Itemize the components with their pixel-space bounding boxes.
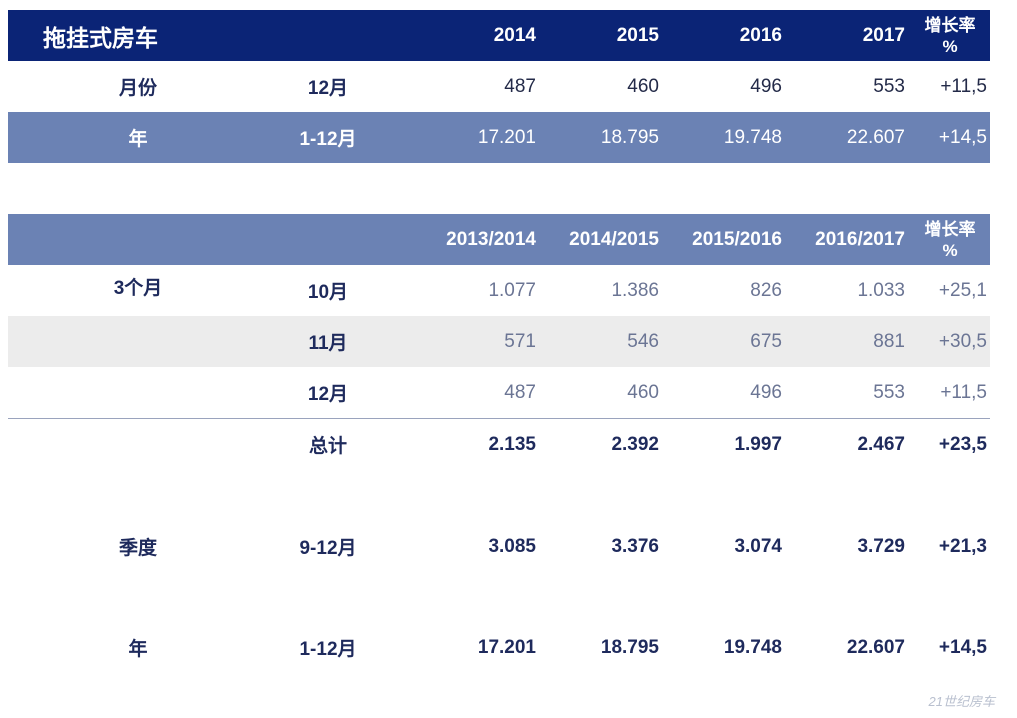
value-cell: 18.795 [600, 126, 659, 148]
growth-header-label: 增长率 [924, 15, 976, 35]
table2-row-total: 总计 2.135 2.392 1.997 2.467 +23,5 [8, 419, 990, 470]
value-cell: 1.033 [857, 279, 905, 301]
growth-header-unit: % [942, 240, 958, 260]
value-cell: 546 [627, 330, 659, 352]
season-header: 2015/2016 [692, 228, 782, 250]
row-label: 年 [128, 129, 148, 150]
table1-row-year: 年 1-12月 17.201 18.795 19.748 22.607 +14,… [8, 112, 990, 163]
row-period: 12月 [307, 384, 349, 405]
year-header-2017: 2017 [862, 24, 905, 46]
table2-row-dec: 12月 487 460 496 553 +11,5 [8, 367, 990, 418]
watermark-logo: 21世纪房车 [928, 694, 995, 709]
year-header-2014: 2014 [493, 24, 536, 46]
value-cell: 826 [750, 279, 782, 301]
row-period: 1-12月 [299, 639, 357, 660]
value-cell: 553 [873, 75, 905, 97]
season-header: 2016/2017 [815, 228, 905, 250]
year-header-2016: 2016 [739, 24, 782, 46]
row-period: 10月 [307, 282, 349, 303]
year-header-2015: 2015 [616, 24, 659, 46]
value-cell: 460 [627, 75, 659, 97]
table2-header-row: 2013/2014 2014/2015 2015/2016 2016/2017 … [8, 214, 990, 265]
value-cell: 2.467 [857, 433, 905, 455]
growth-cell: +21,3 [938, 535, 987, 557]
growth-header: 增长率 % [913, 10, 987, 61]
value-cell: 18.795 [600, 636, 659, 658]
value-cell: 17.201 [477, 126, 536, 148]
value-cell: 1.386 [611, 279, 659, 301]
value-cell: 675 [750, 330, 782, 352]
table2-row-nov: 11月 571 546 675 881 +30,5 [8, 316, 990, 367]
value-cell: 487 [504, 75, 536, 97]
row-period: 11月 [308, 333, 348, 354]
divider-line [8, 418, 990, 419]
table1-row-month: 月份 12月 487 460 496 553 +11,5 [8, 61, 990, 112]
table2-row-quarter: 季度 9-12月 3.085 3.376 3.074 3.729 +21,3 [8, 521, 990, 572]
value-cell: 1.077 [488, 279, 536, 301]
value-cell: 3.074 [734, 535, 782, 557]
growth-cell: +14,5 [938, 126, 987, 148]
season-header: 2014/2015 [569, 228, 659, 250]
value-cell: 496 [750, 381, 782, 403]
value-cell: 1.997 [734, 433, 782, 455]
value-cell: 496 [750, 75, 782, 97]
table2-row-year: 年 1-12月 17.201 18.795 19.748 22.607 +14,… [8, 622, 990, 673]
value-cell: 22.607 [846, 126, 905, 148]
value-cell: 460 [627, 381, 659, 403]
value-cell: 3.085 [488, 535, 536, 557]
value-cell: 3.376 [611, 535, 659, 557]
growth-header: 增长率 % [913, 214, 987, 265]
growth-cell: +25,1 [938, 279, 987, 301]
row-label: 季度 [118, 538, 157, 559]
season-header: 2013/2014 [446, 228, 536, 250]
value-cell: 571 [504, 330, 536, 352]
row-label: 月份 [118, 78, 157, 99]
group-label: 3个月 [113, 278, 163, 299]
value-cell: 17.201 [477, 636, 536, 658]
value-cell: 3.729 [857, 535, 905, 557]
growth-header-unit: % [942, 36, 958, 56]
value-cell: 2.392 [611, 433, 659, 455]
growth-cell: +23,5 [938, 433, 987, 455]
growth-cell: +14,5 [938, 636, 987, 658]
value-cell: 553 [873, 381, 905, 403]
value-cell: 19.748 [723, 636, 782, 658]
growth-cell: +11,5 [940, 381, 987, 403]
table1-header-row: 拖挂式房车 2014 2015 2016 2017 增长率 % [8, 10, 990, 61]
table2-row-oct: 3个月 10月 1.077 1.386 826 1.033 +25,1 [8, 265, 990, 316]
value-cell: 487 [504, 381, 536, 403]
value-cell: 22.607 [846, 636, 905, 658]
value-cell: 2.135 [488, 433, 536, 455]
value-cell: 881 [873, 330, 905, 352]
row-label: 年 [128, 639, 148, 660]
table-title: 拖挂式房车 [43, 24, 158, 51]
value-cell: 19.748 [723, 126, 782, 148]
growth-header-label: 增长率 [924, 219, 976, 239]
growth-cell: +30,5 [938, 330, 987, 352]
row-period: 9-12月 [299, 538, 357, 559]
row-period: 12月 [307, 78, 349, 99]
row-period: 1-12月 [299, 129, 357, 150]
growth-cell: +11,5 [940, 75, 987, 97]
row-period: 总计 [308, 436, 347, 457]
